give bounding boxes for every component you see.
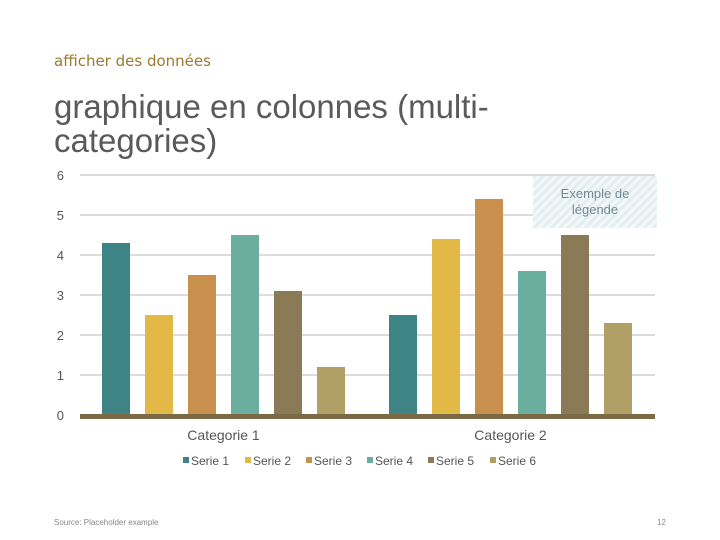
legend-callout-text: Exemple de légende	[560, 186, 630, 217]
legend-label: Serie 2	[253, 454, 291, 468]
legend-swatch	[428, 457, 434, 463]
x-axis-baseline	[80, 414, 655, 419]
bar	[102, 243, 130, 415]
legend-swatch	[245, 457, 251, 463]
y-tick-label: 6	[57, 168, 64, 183]
page-number: 12	[657, 518, 666, 527]
source-note: Source: Placeholder example	[54, 518, 159, 527]
bar	[231, 235, 259, 415]
bar	[317, 367, 345, 415]
legend-swatch	[490, 457, 496, 463]
legend-swatch	[367, 457, 373, 463]
category-label: Categorie 2	[474, 427, 547, 443]
bar	[274, 291, 302, 415]
section-kicker: afficher des données	[54, 52, 211, 70]
legend-callout: Exemple de légende	[533, 176, 657, 228]
legend-label: Serie 3	[314, 454, 352, 468]
bar	[389, 315, 417, 415]
bar	[561, 235, 589, 415]
y-tick-label: 3	[57, 288, 64, 303]
y-tick-label: 5	[57, 208, 64, 223]
legend-swatch	[306, 457, 312, 463]
legend-label: Serie 1	[191, 454, 229, 468]
bar	[475, 199, 503, 415]
category-label: Categorie 1	[187, 427, 260, 443]
bar	[432, 239, 460, 415]
y-tick-label: 0	[57, 408, 64, 423]
bar	[518, 271, 546, 415]
bar	[604, 323, 632, 415]
legend-label: Serie 5	[436, 454, 474, 468]
legend-label: Serie 4	[375, 454, 413, 468]
legend-label: Serie 6	[498, 454, 536, 468]
bar	[188, 275, 216, 415]
bar	[145, 315, 173, 415]
y-tick-label: 4	[57, 248, 64, 263]
legend-swatch	[183, 457, 189, 463]
slide-title: graphique en colonnes (multi-categories)	[54, 88, 489, 159]
y-tick-label: 1	[57, 368, 64, 383]
y-tick-label: 2	[57, 328, 64, 343]
